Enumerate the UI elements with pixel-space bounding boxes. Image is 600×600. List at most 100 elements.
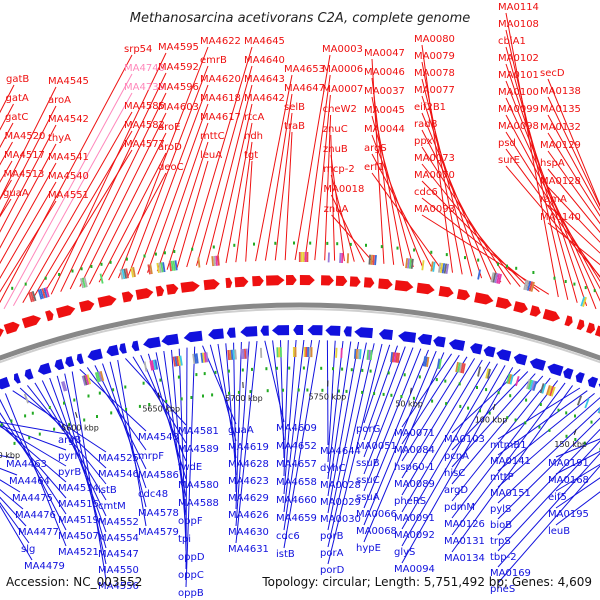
label-connector: [327, 340, 336, 463]
bottom-gene-label: istB: [98, 485, 117, 496]
gene-category-mark: [160, 262, 164, 273]
rna-mark: [73, 398, 76, 402]
gene-arrow: [76, 353, 84, 365]
bottom-gene-label: MA4589: [178, 444, 219, 455]
bottom-gene-labels: MA4463 MA4464 MA4475 MA4476 MA4477 slg MA4479 a…: [6, 423, 589, 599]
label-connector: [102, 363, 147, 489]
top-gene-label: mttC: [200, 131, 225, 142]
top-gene-label: traB: [284, 121, 305, 132]
gene-category-mark: [405, 258, 409, 269]
top-gene-label: znuA: [324, 204, 349, 215]
label-connector: [0, 143, 57, 249]
bottom-gene-label: MA4630: [228, 527, 269, 538]
bottom-gene-label: MA4556: [98, 581, 139, 592]
label-connector: [0, 421, 67, 435]
label-connector: [274, 112, 293, 261]
rna-mark: [282, 388, 284, 392]
label-connector: [497, 406, 600, 504]
bottom-gene-label: istB: [276, 549, 295, 560]
gene-category-mark: [422, 356, 426, 367]
top-gene-label: MA0018: [323, 184, 364, 195]
gene-category-mark: [532, 380, 538, 392]
rna-mark: [382, 392, 385, 396]
label-connector: [505, 114, 600, 290]
gene-category-mark: [527, 379, 533, 390]
rna-mark: [418, 375, 421, 379]
rna-mark: [321, 388, 324, 392]
rna-mark: [435, 378, 438, 382]
top-gene-label: MA0132: [540, 122, 581, 133]
bottom-gene-label: MA4609: [276, 423, 317, 434]
gene-category-mark: [130, 267, 134, 278]
label-connector: [280, 340, 285, 459]
gene-arrow: [143, 336, 161, 349]
bottom-gene-label: MA4516: [58, 499, 99, 510]
gene-category-mark: [213, 255, 216, 266]
label-connector: [505, 131, 600, 282]
gene-category-mark: [245, 348, 249, 359]
gene-category-mark: [125, 268, 129, 279]
label-connector: [264, 93, 293, 261]
label-connector: [41, 380, 107, 517]
gene-category-mark: [197, 257, 201, 268]
gene-category-mark: [172, 356, 176, 367]
gene-category-mark: [369, 350, 373, 361]
label-connector: [205, 84, 253, 265]
label-connector: [451, 385, 574, 553]
gene-arrow: [496, 349, 512, 362]
gene-arrow: [21, 315, 41, 329]
top-gene-label: MA4618: [200, 93, 241, 104]
gene-category-mark: [31, 291, 37, 302]
rna-mark: [302, 366, 305, 370]
top-gene-label: MA4582: [124, 120, 165, 131]
bottom-gene-label: MA0103: [444, 434, 485, 445]
label-connector: [225, 122, 253, 264]
rna-mark: [574, 438, 577, 441]
top-gene-label: MA0093: [414, 204, 455, 215]
label-connector: [547, 204, 600, 254]
label-connector: [125, 358, 187, 426]
rna-mark: [241, 368, 244, 372]
top-gene-label: MA4540: [48, 171, 89, 182]
label-connector: [284, 131, 293, 261]
rna-mark: [10, 419, 13, 423]
top-gene-label: tgt: [244, 150, 258, 161]
gene-category-mark: [96, 371, 101, 382]
rna-mark: [83, 418, 86, 422]
rna-mark: [336, 242, 339, 246]
label-connector: [0, 425, 67, 467]
bottom-gene-label: MA4652: [276, 441, 317, 452]
scale-tick-label: 5700 kbp: [225, 394, 263, 403]
label-connector: [327, 341, 352, 497]
label-connector: [371, 77, 395, 265]
top-gene-label: MA4577: [124, 139, 165, 150]
rna-mark: [369, 369, 372, 373]
rna-mark: [275, 366, 278, 370]
top-gene-label: MA0080: [414, 34, 455, 45]
rna-mark: [464, 256, 466, 260]
label-connector: [401, 367, 514, 564]
gene-category-mark: [549, 386, 554, 397]
rna-mark: [251, 367, 253, 371]
gene-arrow: [343, 326, 352, 337]
bottom-gene-label: MA0029: [320, 497, 361, 508]
gene-category-mark: [211, 256, 214, 267]
rna-mark: [195, 373, 198, 377]
label-connector: [69, 92, 167, 290]
label-connector: [497, 465, 600, 584]
gene-category-mark: [528, 281, 534, 292]
top-gene-label: thyA: [48, 133, 71, 144]
gene-arrow: [576, 319, 585, 331]
label-connector: [12, 92, 133, 307]
top-gene-label: erf1: [364, 162, 384, 173]
gene-category-mark: [424, 356, 428, 367]
label-connector: [283, 340, 320, 549]
gene-category-mark: [240, 349, 243, 360]
top-gene-label: MA0037: [364, 86, 405, 97]
label-connector: [363, 346, 406, 458]
gene-category-mark: [232, 349, 236, 360]
inner-rna-track-2: [13, 388, 600, 451]
label-connector: [327, 341, 344, 480]
rna-mark: [524, 421, 527, 425]
rna-mark: [125, 407, 128, 411]
